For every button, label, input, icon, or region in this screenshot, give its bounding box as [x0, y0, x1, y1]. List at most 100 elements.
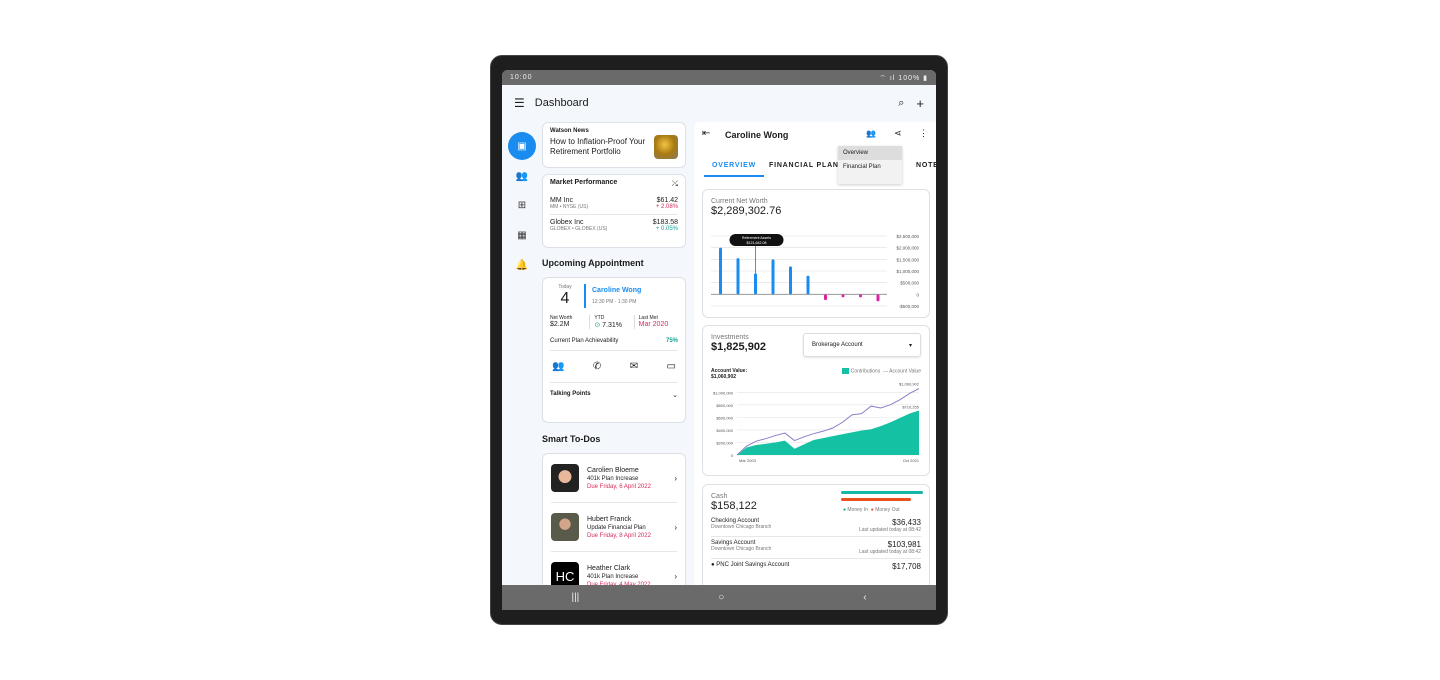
app-bar: ☰ Dashboard ⌕ +	[502, 85, 936, 121]
screen: 10:00 ⌔ ıl 100% ▮ ☰ Dashboard ⌕ + ▣ 👥 ⊞ ▦…	[502, 70, 936, 610]
meeting-icon[interactable]: 👥	[552, 361, 565, 372]
net-worth-card: Current Net Worth $2,289,302.76 $2,500,0…	[702, 189, 930, 318]
bar	[876, 294, 880, 302]
contributions-area	[737, 410, 919, 455]
rail-notifications[interactable]: 🔔	[508, 251, 536, 279]
tab-notes[interactable]: NOTE	[916, 162, 936, 169]
todo-list: Carolien Bloeme 401k Plan Increase Due Fri…	[542, 453, 686, 593]
chevron-down-icon: ⌄	[672, 392, 678, 399]
battery: ⌔ ıl 100% ▮	[879, 75, 928, 82]
rail-calendar[interactable]: ▦	[508, 221, 536, 249]
investments-chart[interactable]: 0 $200,000 $400,000 $600,000 $800,000 $1,000,…	[707, 376, 923, 476]
add-task-icon: ⊞	[517, 199, 527, 211]
rail-clients[interactable]: 👥	[508, 162, 536, 190]
phone-icon[interactable]: ✆	[592, 361, 602, 372]
bar	[841, 294, 845, 298]
bar	[806, 275, 810, 295]
menu-item-financial-plan[interactable]: Financial Plan	[843, 164, 881, 170]
group-icon[interactable]: 👥	[866, 129, 876, 138]
chat-icon[interactable]: ▭	[666, 361, 676, 372]
y-tick-label: $500,000	[900, 281, 919, 286]
chevron-right-icon: ›	[674, 473, 677, 483]
investments-card: Investments $1,825,902 Brokerage Account…	[702, 325, 930, 476]
client-name[interactable]: Caroline Wong	[592, 287, 642, 294]
y-tick-label: $200,000	[716, 440, 733, 445]
y-tick-label: $400,000	[716, 428, 733, 433]
page-title: Dashboard	[534, 97, 589, 109]
section-heading: Smart To-Dos	[542, 434, 601, 444]
end-label: $1,060,902	[899, 382, 920, 387]
y-tick-label: 0	[731, 453, 734, 458]
net-worth-chart[interactable]: $2,500,000 $2,000,000 $1,500,000 $1,000,000…	[709, 228, 921, 313]
account-row[interactable]: ● PNC Joint Savings Account $17,708	[711, 562, 921, 571]
bar	[824, 294, 827, 301]
bar	[736, 258, 740, 295]
tab-overview[interactable]: OVERVIEW	[704, 156, 765, 177]
rail-dashboard[interactable]: ▣	[508, 132, 536, 160]
section-heading: Upcoming Appointment	[542, 258, 644, 268]
end-label: $710,255	[902, 404, 919, 409]
menu-icon[interactable]: ☰	[514, 96, 525, 110]
market-title: Market Performance	[550, 179, 618, 186]
y-tick-label: $1,000,000	[713, 390, 734, 395]
clock: 10:00	[510, 74, 533, 81]
tooltip	[729, 234, 784, 246]
account-value-line	[736, 388, 920, 456]
cash-card: Cash $158,122 ● Money In ● Money Out Che…	[702, 484, 930, 585]
share-icon[interactable]: ⋖	[894, 128, 902, 138]
account-dropdown[interactable]: Brokerage Account ▾	[803, 333, 921, 357]
y-tick-label: $1,500,000	[896, 257, 919, 262]
net-worth-value: $2,289,302.76	[711, 205, 782, 217]
chart-legend: Contributions — Account Value	[842, 368, 921, 374]
collapse-icon[interactable]: ⇤	[702, 128, 711, 139]
calendar-icon: ▦	[517, 229, 527, 241]
mail-icon[interactable]: ✉	[629, 361, 639, 372]
client-detail-panel: ⇤ Caroline Wong 👥 ⋖ ⋮ OVERVIEW FINANCIAL…	[694, 122, 936, 585]
status-bar: 10:00 ⌔ ıl 100% ▮	[502, 70, 936, 85]
system-nav-bar: ||| ○ ‹	[502, 585, 936, 610]
todo-item[interactable]: Hubert Franck Update Financial Plan Due Fr…	[543, 503, 685, 551]
account-row[interactable]: Checking Account Downtown Chicago Branch $…	[711, 518, 921, 533]
bar	[719, 247, 722, 295]
y-tick-label: $1,000,000	[896, 269, 919, 274]
bell-icon: 🔔	[515, 259, 529, 271]
appointment-card[interactable]: Today 4 Caroline Wong 12:30 PM - 1:30 PM N…	[542, 277, 686, 423]
recents-icon[interactable]: |||	[571, 592, 580, 603]
account-row[interactable]: Savings Account Downtown Chicago Branch $1…	[711, 540, 921, 555]
news-thumbnail	[654, 135, 678, 159]
stock-row[interactable]: MM Inc MM • NYSE (US) $61.42 + 2.08%	[550, 197, 678, 210]
tooltip-title: Retirement Assets	[742, 236, 771, 240]
menu-item-overview[interactable]: Overview	[838, 146, 902, 160]
news-headline: How to Inflation-Proof Your Retirement P…	[550, 137, 646, 156]
news-card[interactable]: Watson News How to Inflation-Proof Your …	[542, 122, 686, 168]
bar	[771, 259, 775, 295]
x-tick-label: Oct 2021	[903, 458, 920, 463]
more-icon[interactable]: ⋮	[919, 128, 928, 138]
talking-points-toggle[interactable]: Talking Points ⌄	[550, 391, 678, 399]
caret-down-icon: ▾	[908, 343, 912, 349]
x-tick-label: Mar 2003	[739, 458, 757, 463]
todo-item[interactable]: Carolien Bloeme 401k Plan Increase Due Fri…	[543, 454, 685, 502]
y-tick-label: $2,500,000	[896, 234, 919, 239]
y-tick-label: 0	[916, 292, 919, 297]
avatar	[551, 513, 579, 541]
money-out-bar	[841, 498, 911, 501]
stock-row[interactable]: Globex Inc GLOBEX • GLOBEX (US) $183.58 + 0…	[550, 219, 678, 232]
tab-financial-plan[interactable]: FINANCIAL PLAN	[769, 162, 839, 169]
overflow-menu: Overview Financial Plan	[838, 146, 902, 184]
client-title: Caroline Wong	[725, 130, 789, 140]
bar	[859, 294, 862, 298]
avatar	[551, 464, 579, 492]
y-tick-label: $2,000,000	[896, 246, 919, 251]
back-icon[interactable]: ‹	[863, 592, 867, 603]
tooltip-value: $121,642.08	[747, 241, 767, 245]
plus-icon[interactable]: +	[916, 95, 924, 111]
search-icon[interactable]: ⌕	[898, 96, 905, 109]
y-tick-label: $800,000	[716, 403, 733, 408]
analytics-icon[interactable]: ⤯	[671, 179, 678, 188]
dashboard-icon: ▣	[517, 140, 527, 152]
home-icon[interactable]: ○	[718, 592, 725, 603]
news-source: Watson News	[550, 128, 589, 134]
rail-add-task[interactable]: ⊞	[508, 191, 536, 219]
money-in-bar	[841, 491, 923, 494]
